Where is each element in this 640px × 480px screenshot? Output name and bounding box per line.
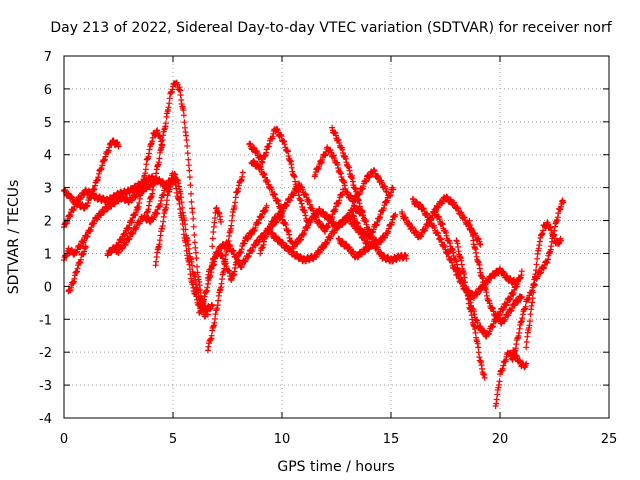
series-track-5: [104, 127, 166, 259]
plot-frame: [63, 55, 610, 419]
y-tick-label: -2: [39, 346, 52, 361]
x-tick-label: 0: [60, 432, 68, 447]
axis-ticks: [63, 55, 610, 419]
grid-lines: [64, 56, 609, 418]
plus-marks: [248, 158, 346, 235]
y-tick-label: 0: [44, 280, 52, 295]
x-tick-label: 10: [274, 432, 291, 447]
x-axis-label: GPS time / hours: [277, 459, 394, 475]
plus-marks: [209, 204, 224, 250]
y-tick-label: 5: [44, 116, 52, 131]
y-tick-label: -4: [39, 412, 52, 427]
series-track-6: [113, 170, 209, 320]
series-track-27: [510, 347, 530, 371]
plus-marks: [531, 197, 567, 282]
y-tick-label: -1: [39, 313, 52, 328]
plus-marks: [523, 219, 564, 351]
y-tick-label: 2: [44, 215, 52, 230]
plus-marks: [268, 213, 373, 265]
data-marks: [61, 79, 567, 409]
series-track-19: [335, 235, 410, 265]
plus-marks: [246, 126, 312, 226]
series-track-28: [523, 219, 564, 351]
y-tick-label: 3: [44, 182, 52, 197]
plus-marks: [348, 184, 397, 242]
plus-marks: [510, 347, 530, 371]
x-tick-label: 20: [492, 432, 509, 447]
plus-marks: [196, 202, 270, 316]
plus-marks: [65, 243, 89, 295]
x-tick-label: 5: [169, 432, 177, 447]
y-tick-label: 4: [44, 149, 52, 164]
series-track-8: [152, 171, 216, 314]
series-track-14: [248, 158, 346, 235]
plus-marks: [335, 235, 410, 265]
series-track-16: [268, 213, 373, 265]
y-tick-label: 7: [44, 50, 52, 65]
series-track-25: [466, 217, 525, 327]
series-track-10: [196, 202, 270, 316]
y-axis-label: SDTVAR / TECUs: [6, 180, 22, 295]
x-tick-labels: 0 5 10 15 20 25: [60, 432, 617, 447]
x-tick-label: 15: [383, 432, 400, 447]
plus-marks: [104, 127, 166, 259]
series-track-24: [453, 237, 488, 381]
series-track-13: [246, 126, 312, 226]
chart-title: Day 213 of 2022, Sidereal Day-to-day VTE…: [50, 20, 612, 36]
y-tick-label: -3: [39, 379, 52, 394]
series-track-12: [209, 204, 224, 250]
y-tick-label: 6: [44, 83, 52, 98]
series-track-4: [65, 243, 89, 295]
plus-marks: [113, 170, 209, 320]
plus-marks: [453, 237, 488, 381]
plus-marks: [466, 217, 525, 327]
series-track-29: [531, 197, 567, 282]
plus-marks: [152, 171, 216, 314]
series-track-20: [348, 184, 397, 242]
y-tick-label: 1: [44, 247, 52, 262]
y-tick-labels: -4 -3 -2 -1 0 1 2 3 4 5 6 7: [39, 50, 52, 427]
x-tick-label: 25: [601, 432, 618, 447]
